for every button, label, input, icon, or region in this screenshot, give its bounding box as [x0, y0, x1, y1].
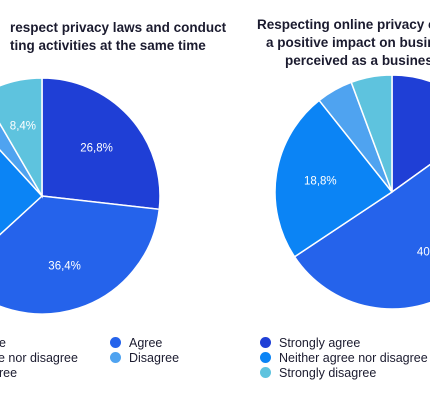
- right-legend-item-strongly-disagree: Strongly disagree: [260, 365, 376, 381]
- right-chart-title-line-2: a positive impact on busine: [266, 35, 430, 50]
- left-chart-title-line-1: respect privacy laws and conduct: [10, 20, 227, 35]
- left-legend-item-disagree: Disagree: [110, 350, 179, 366]
- left-pie: 26,8% 36,4% 8,4%: [0, 77, 161, 315]
- left-legend-item-agree: Agree: [110, 335, 162, 351]
- left-legend-item-strongly-disagree: ree: [0, 366, 18, 380]
- right-legend-item-strongly-agree: Strongly agree: [260, 335, 360, 351]
- left-chart-title-line-2: ting activities at the same time: [10, 38, 206, 53]
- right-legend-neither-dot: [260, 352, 271, 363]
- right-pie-slice-strongly-agree: [391, 74, 430, 194]
- left-pie-slice-agree: [0, 195, 161, 315]
- left-legend-agree-dot: [110, 337, 121, 348]
- right-pie: 40,2% 18,8%: [274, 74, 430, 310]
- right-legend-item-neither: Neither agree nor disagree: [260, 350, 428, 366]
- right-legend-strongly-agree-dot: [260, 337, 271, 348]
- left-legend-disagree-dot: [110, 352, 121, 363]
- right-pie-label-agree: 40,2%: [417, 247, 430, 259]
- right-legend-strongly-disagree-dot: [260, 367, 271, 378]
- left-pie-label-strongly-agree: 26,8%: [80, 142, 113, 154]
- left-legend-item-strongly-agree: e: [0, 336, 6, 350]
- right-chart-title-line-3: perceived as a business: [285, 53, 430, 68]
- left-pie-label-strongly-disagree: 8,4%: [10, 120, 36, 132]
- left-pie-slice-neither: [0, 149, 44, 236]
- left-pie-slice-strongly-agree: [41, 77, 161, 211]
- right-chart-title-line-1: Respecting online privacy of: [257, 17, 430, 32]
- left-legend-item-neither: e nor disagree: [0, 351, 78, 365]
- right-pie-slice-strongly-disagree: [350, 74, 393, 193]
- left-pie-slice-strongly-disagree: [0, 77, 43, 199]
- right-pie-slice-neither: [274, 99, 394, 258]
- left-pie-label-agree: 36,4%: [48, 261, 81, 273]
- right-pie-label-neither: 18,8%: [304, 176, 337, 188]
- right-pie-slice-agree: [293, 163, 430, 310]
